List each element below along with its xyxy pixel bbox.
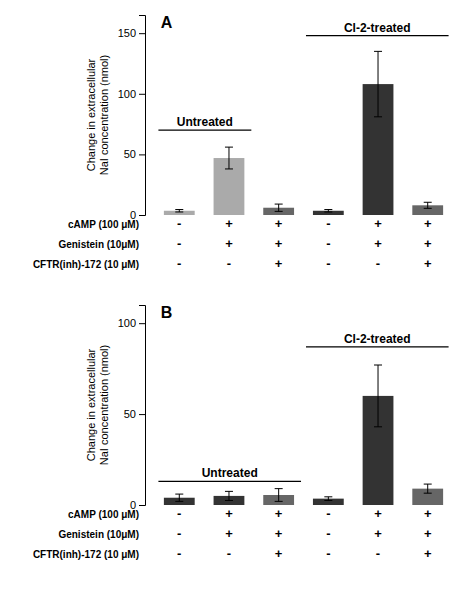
y-axis-title-line: Change in extracellular	[85, 58, 97, 171]
treatment-symbol: +	[424, 256, 432, 271]
y-tick-line	[139, 505, 145, 506]
treatment-symbol: +	[424, 526, 432, 541]
treatment-name: CFTR(inh)-172 (10 μM)	[33, 549, 139, 560]
bracket-label: Untreated	[202, 466, 258, 480]
y-tick-line	[139, 323, 145, 324]
y-tick-label: 50	[124, 148, 136, 160]
y-tick: 50	[124, 408, 145, 420]
treatment-symbol: +	[275, 506, 283, 521]
treatment-symbol: +	[275, 526, 283, 541]
y-axis-title: Change in extracellularNaI concentration…	[85, 345, 110, 465]
treatment-symbol: +	[424, 236, 432, 251]
treatment-symbol: -	[326, 506, 330, 521]
treatment-symbol: -	[177, 506, 181, 521]
treatment-symbol: -	[326, 216, 330, 231]
treatment-symbol: +	[225, 526, 233, 541]
treatment-symbol: +	[225, 216, 233, 231]
bracket	[158, 481, 301, 482]
treatment-symbol: -	[376, 256, 380, 271]
treatment-symbol: -	[177, 256, 181, 271]
bracket	[306, 346, 449, 347]
bracket	[306, 35, 449, 36]
error-bar	[324, 497, 332, 501]
error-bar	[374, 365, 382, 427]
marks	[164, 51, 443, 215]
error-bar	[275, 204, 283, 211]
y-tick-label: 150	[118, 27, 136, 39]
y-tick-line	[139, 414, 145, 415]
y-axis-title-line: Change in extracellular	[85, 348, 97, 461]
y-axis-title-line: NaI concentration (nmol)	[98, 345, 110, 465]
treatment-symbol: -	[326, 236, 330, 251]
treatment-symbol: -	[326, 256, 330, 271]
treatment-symbol: +	[374, 216, 382, 231]
treatment-symbol: +	[374, 236, 382, 251]
error-bar	[175, 494, 183, 501]
panel-title: B	[161, 304, 173, 321]
error-bar	[374, 51, 382, 116]
y-tick-line	[139, 154, 145, 155]
treatment-symbol: +	[275, 216, 283, 231]
treatment-symbol: +	[225, 506, 233, 521]
treatment-symbol: +	[225, 236, 233, 251]
y-tick-label: 100	[118, 317, 136, 329]
error-bar	[324, 210, 332, 212]
treatment-symbol: -	[227, 546, 231, 561]
bracket-label: Untreated	[177, 115, 233, 129]
treatment-symbol: -	[326, 546, 330, 561]
y-tick-label: 100	[118, 88, 136, 100]
y-tick: 100	[118, 317, 145, 329]
y-tick-line	[139, 215, 145, 216]
treatment-symbol: -	[177, 526, 181, 541]
y-tick: 150	[118, 27, 145, 39]
y-axis: 050100	[118, 306, 146, 512]
treatment-symbol: -	[227, 256, 231, 271]
error-bar	[275, 489, 283, 502]
treatment-symbol: +	[275, 546, 283, 561]
treatment-symbol: -	[376, 546, 380, 561]
error-bar	[225, 147, 233, 169]
treatment-name: CFTR(inh)-172 (10 μM)	[33, 259, 139, 270]
treatment-name: Genistein (10μM)	[58, 529, 139, 540]
y-axis-title: Change in extracellularNaI concentration…	[85, 55, 110, 175]
treatment-symbol: -	[177, 546, 181, 561]
treatment-name: Genistein (10μM)	[58, 239, 139, 250]
y-tick-line	[139, 33, 145, 34]
treatment-name: cAMP (100 μM)	[68, 509, 139, 520]
y-axis-line	[139, 306, 146, 506]
error-bar	[424, 202, 432, 208]
bracket-label: Cl-2-treated	[344, 332, 411, 346]
treatment-symbol: +	[374, 506, 382, 521]
treatment-symbol: +	[374, 526, 382, 541]
panel: 050100150AUntreatedCl-2-treatedChange in…	[33, 14, 449, 271]
bracket-label: Cl-2-treated	[344, 21, 411, 35]
bracket	[158, 130, 251, 131]
treatment-symbol: +	[424, 216, 432, 231]
treatment-name: cAMP (100 μM)	[68, 219, 139, 230]
treatment-symbol: -	[177, 216, 181, 231]
y-axis-line	[139, 16, 146, 216]
panel-title: A	[161, 14, 173, 31]
chart-root: 050100150AUntreatedCl-2-treatedChange in…	[0, 0, 474, 597]
y-tick: 100	[118, 88, 145, 100]
panel: 050100BUntreatedCl-2-treatedChange in ex…	[33, 304, 449, 561]
treatment-symbol: -	[326, 526, 330, 541]
error-bar	[175, 210, 183, 212]
y-tick-label: 50	[124, 408, 136, 420]
error-bar	[424, 484, 432, 493]
y-axis: 050100150	[118, 16, 146, 222]
marks	[164, 365, 443, 505]
error-bar	[225, 491, 233, 500]
y-tick-line	[139, 94, 145, 95]
treatment-symbol: +	[275, 256, 283, 271]
treatment-symbol: +	[424, 506, 432, 521]
treatment-symbol: -	[177, 236, 181, 251]
treatment-symbol: +	[275, 236, 283, 251]
y-axis-title-line: NaI concentration (nmol)	[98, 55, 110, 175]
y-tick: 50	[124, 148, 145, 160]
treatment-symbol: +	[424, 546, 432, 561]
